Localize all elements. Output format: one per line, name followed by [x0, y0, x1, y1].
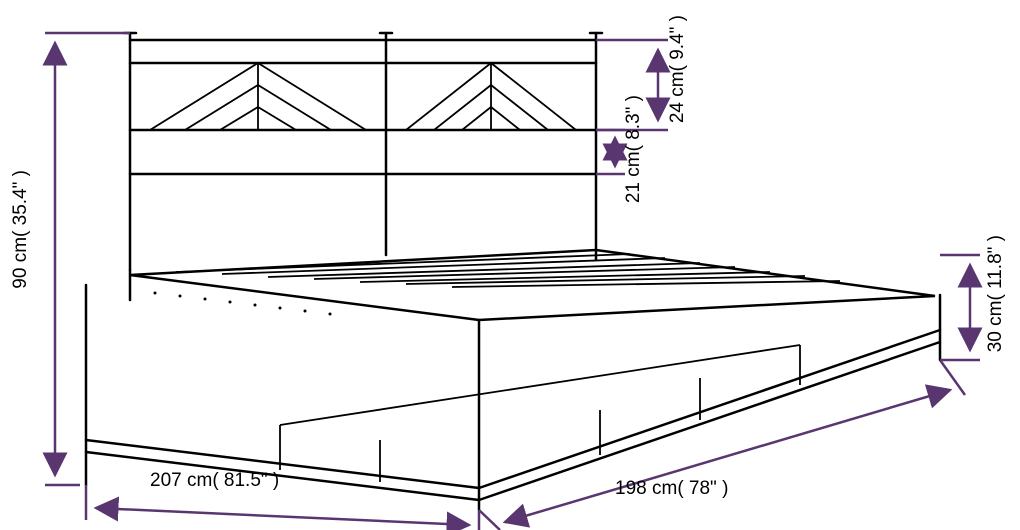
dim-width-front-right — [479, 360, 965, 530]
label-width-front-right: 198 cm( 78" ) — [615, 478, 728, 500]
label-headboard-gap: 21 cm( 8.3" ) — [623, 95, 645, 203]
dim-height-left — [45, 33, 130, 485]
label-headboard-pattern: 24 cm( 9.4" ) — [667, 15, 689, 123]
diagram-stage: 90 cm( 35.4" ) 207 cm( 81.5" ) 198 cm( 7… — [0, 0, 1020, 530]
label-depth-front-left: 207 cm( 81.5" ) — [150, 470, 279, 492]
dim-height-right — [940, 255, 980, 360]
label-height-left: 90 cm( 35.4" ) — [10, 170, 32, 289]
bed-frame-drawing — [86, 33, 940, 510]
label-height-right: 30 cm( 11.8" ) — [985, 235, 1007, 352]
bed-diagram-svg — [0, 0, 1020, 530]
dim-headboard-gap — [596, 130, 625, 174]
